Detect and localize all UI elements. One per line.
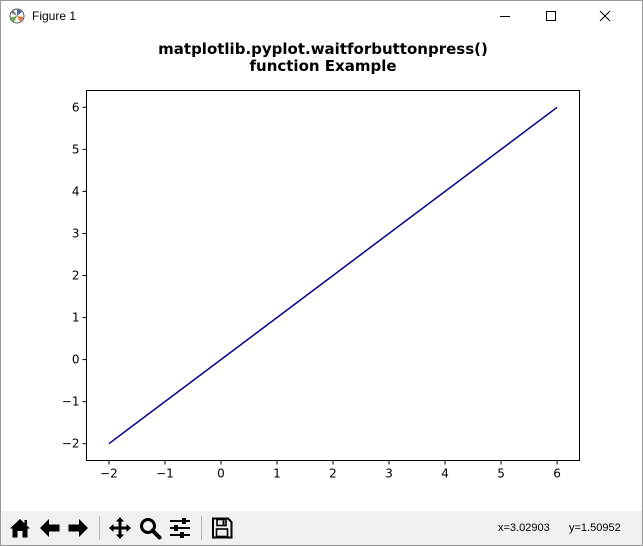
window-title: Figure 1: [32, 9, 77, 23]
series-group: [108, 106, 558, 445]
home-button[interactable]: [7, 515, 33, 541]
save-button[interactable]: [209, 515, 235, 541]
chart-title-line-1: matplotlib.pyplot.waitforbuttonpress(): [158, 40, 488, 58]
figure-canvas[interactable]: matplotlib.pyplot.waitforbuttonpress() f…: [1, 31, 642, 511]
x-tick-label: 5: [497, 467, 505, 481]
y-axis-ticks: −2 −1 0 1 2 3 4 5 6: [62, 100, 87, 451]
x-tick-label: 3: [385, 467, 393, 481]
zoom-button[interactable]: [137, 515, 163, 541]
floppy-disk-icon: [212, 517, 233, 539]
toolbar-separator: [99, 516, 100, 540]
move-icon: [109, 517, 131, 539]
y-tick-label: 6: [72, 100, 80, 114]
back-button[interactable]: [37, 515, 63, 541]
minimize-button[interactable]: [482, 1, 528, 31]
title-bar: Figure 1: [1, 1, 642, 31]
pan-button[interactable]: [107, 515, 133, 541]
y-tick-label: −2: [62, 437, 80, 451]
x-tick-label: 0: [217, 467, 225, 481]
y-tick-label: 4: [72, 184, 80, 198]
configure-subplots-button[interactable]: [167, 515, 193, 541]
y-tick-label: 0: [72, 353, 80, 367]
matplotlib-logo-icon: [9, 8, 25, 24]
close-button[interactable]: [582, 1, 628, 31]
x-axis-ticks: −2 −1 0 1 2 3 4 5 6: [100, 460, 561, 481]
close-icon: [599, 10, 611, 22]
sliders-icon: [170, 518, 190, 538]
maximize-button[interactable]: [528, 1, 574, 31]
y-tick-label: 5: [72, 142, 80, 156]
y-tick-label: −1: [62, 395, 80, 409]
home-icon: [10, 519, 30, 538]
x-tick-label: 1: [273, 467, 281, 481]
arrow-left-icon: [40, 519, 60, 537]
magnifier-icon: [140, 518, 162, 540]
forward-button[interactable]: [65, 515, 91, 541]
line-chart: matplotlib.pyplot.waitforbuttonpress() f…: [62, 40, 580, 481]
y-tick-label: 1: [72, 311, 80, 325]
chart-title-line-2: function Example: [249, 57, 396, 75]
series-line: [108, 106, 558, 445]
cursor-y-readout: y=1.50952: [569, 522, 621, 534]
maximize-icon: [546, 11, 556, 21]
cursor-x-readout: x=3.02903: [498, 522, 550, 534]
x-tick-label: −2: [100, 467, 118, 481]
x-tick-label: −1: [156, 467, 174, 481]
y-tick-label: 2: [72, 269, 80, 283]
x-tick-label: 6: [553, 467, 561, 481]
navigation-toolbar: x=3.02903 y=1.50952: [1, 511, 642, 545]
toolbar-separator: [201, 516, 202, 540]
y-tick-label: 3: [72, 226, 80, 240]
arrow-right-icon: [68, 519, 88, 537]
x-tick-label: 2: [329, 467, 337, 481]
minimize-icon: [500, 16, 510, 17]
x-tick-label: 4: [441, 467, 449, 481]
